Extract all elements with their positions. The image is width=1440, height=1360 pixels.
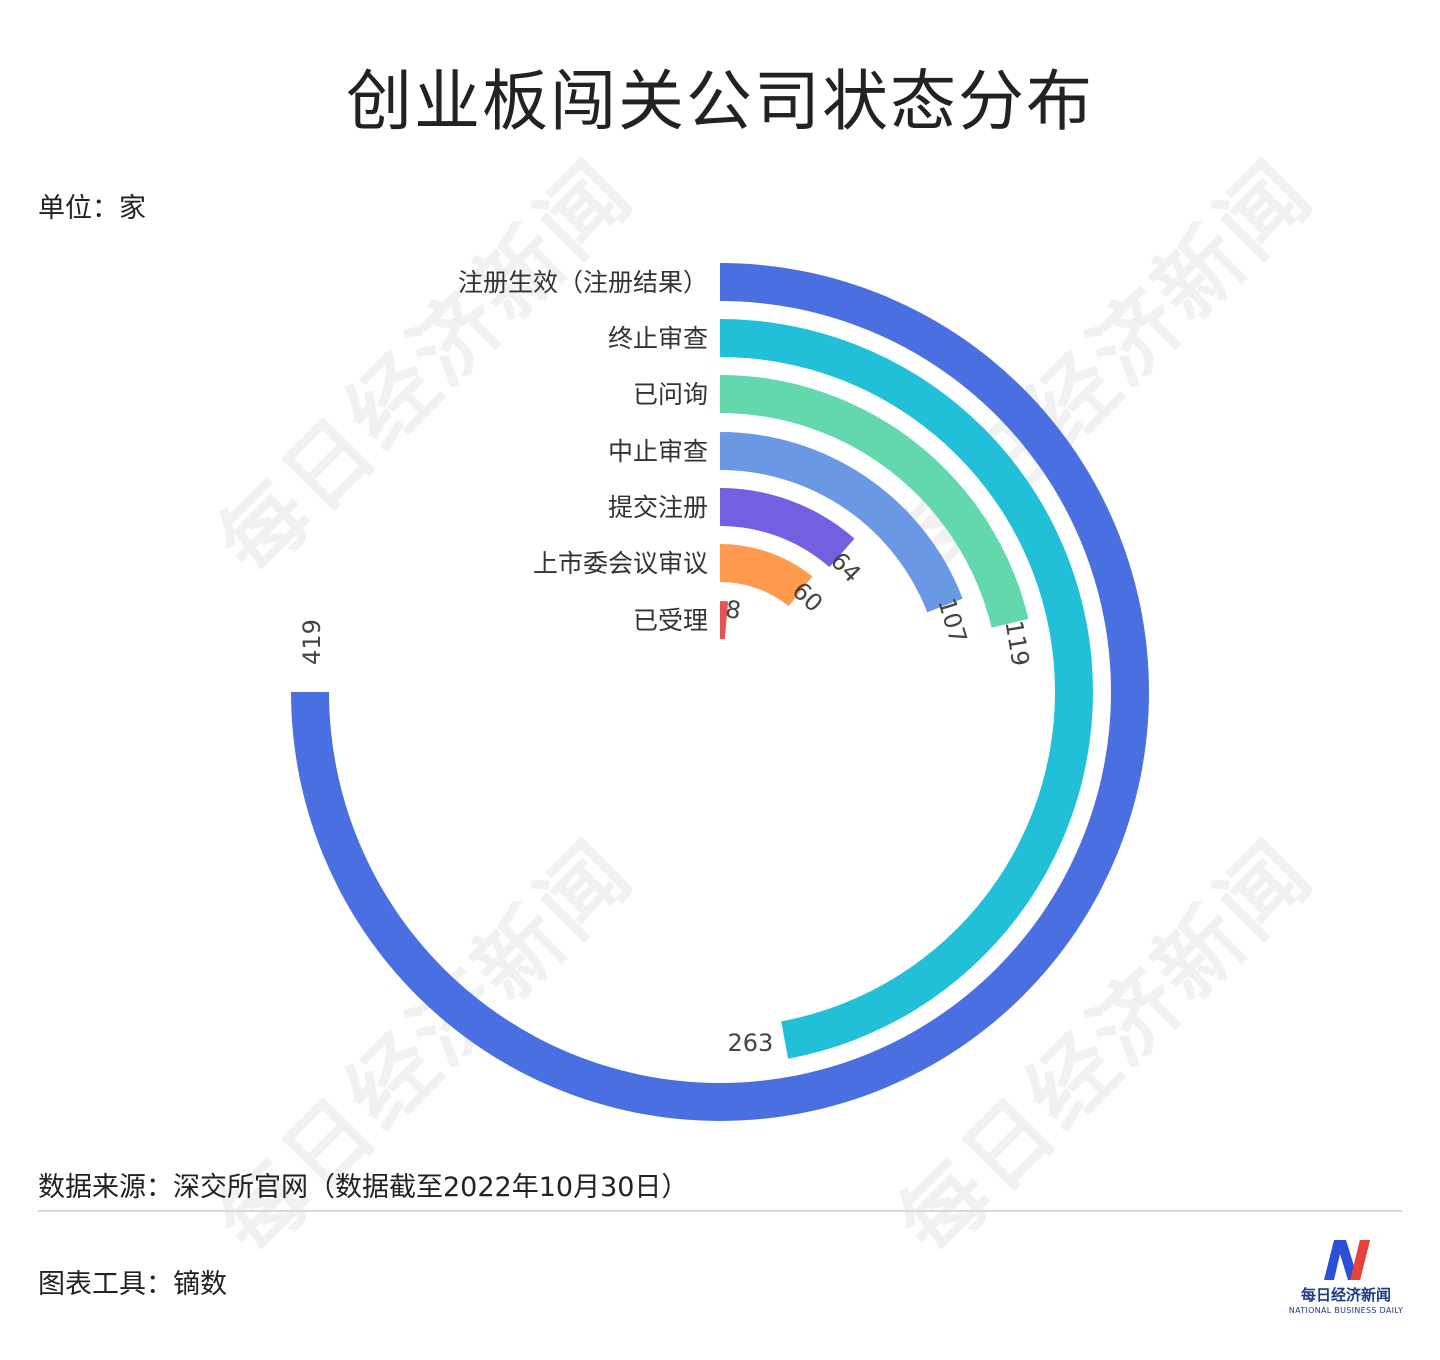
bar-4 (720, 488, 855, 568)
bar-6 (720, 601, 729, 640)
bar-1 (720, 319, 1094, 1059)
category-label-5: 上市委会议审议 (533, 549, 708, 578)
bar-2 (720, 375, 1029, 628)
category-label-0: 注册生效（注册结果） (458, 268, 708, 297)
category-label-6: 已受理 (633, 606, 708, 635)
category-label-1: 终止审查 (608, 324, 708, 353)
chart-tool-credit: 图表工具：镝数 (38, 1269, 227, 1300)
footer-divider (38, 1210, 1402, 1212)
logo-name-cn: 每日经济新闻 (1300, 1286, 1391, 1304)
value-label-6: 8 (723, 595, 743, 625)
value-label-0: 419 (298, 619, 326, 665)
category-label-4: 提交注册 (608, 493, 708, 522)
logo-name-en: NATIONAL BUSINESS DAILY (1288, 1306, 1404, 1315)
bar-3 (720, 432, 963, 613)
category-label-2: 已问询 (633, 380, 708, 409)
data-source: 数据来源：深交所官网（数据截至2022年10月30日） (38, 1172, 689, 1203)
unit-label: 单位：家 (38, 193, 146, 224)
logo-n-icon (1324, 1240, 1370, 1280)
chart-title: 创业板闯关公司状态分布 (346, 63, 1094, 140)
bar-5 (720, 544, 813, 607)
brand-logo: 每日经济新闻 NATIONAL BUSINESS DAILY (1286, 1236, 1406, 1320)
value-label-2: 119 (1000, 618, 1035, 668)
value-label-3: 107 (932, 595, 972, 647)
category-label-3: 中止审查 (608, 437, 708, 466)
value-label-1: 263 (727, 1029, 773, 1057)
